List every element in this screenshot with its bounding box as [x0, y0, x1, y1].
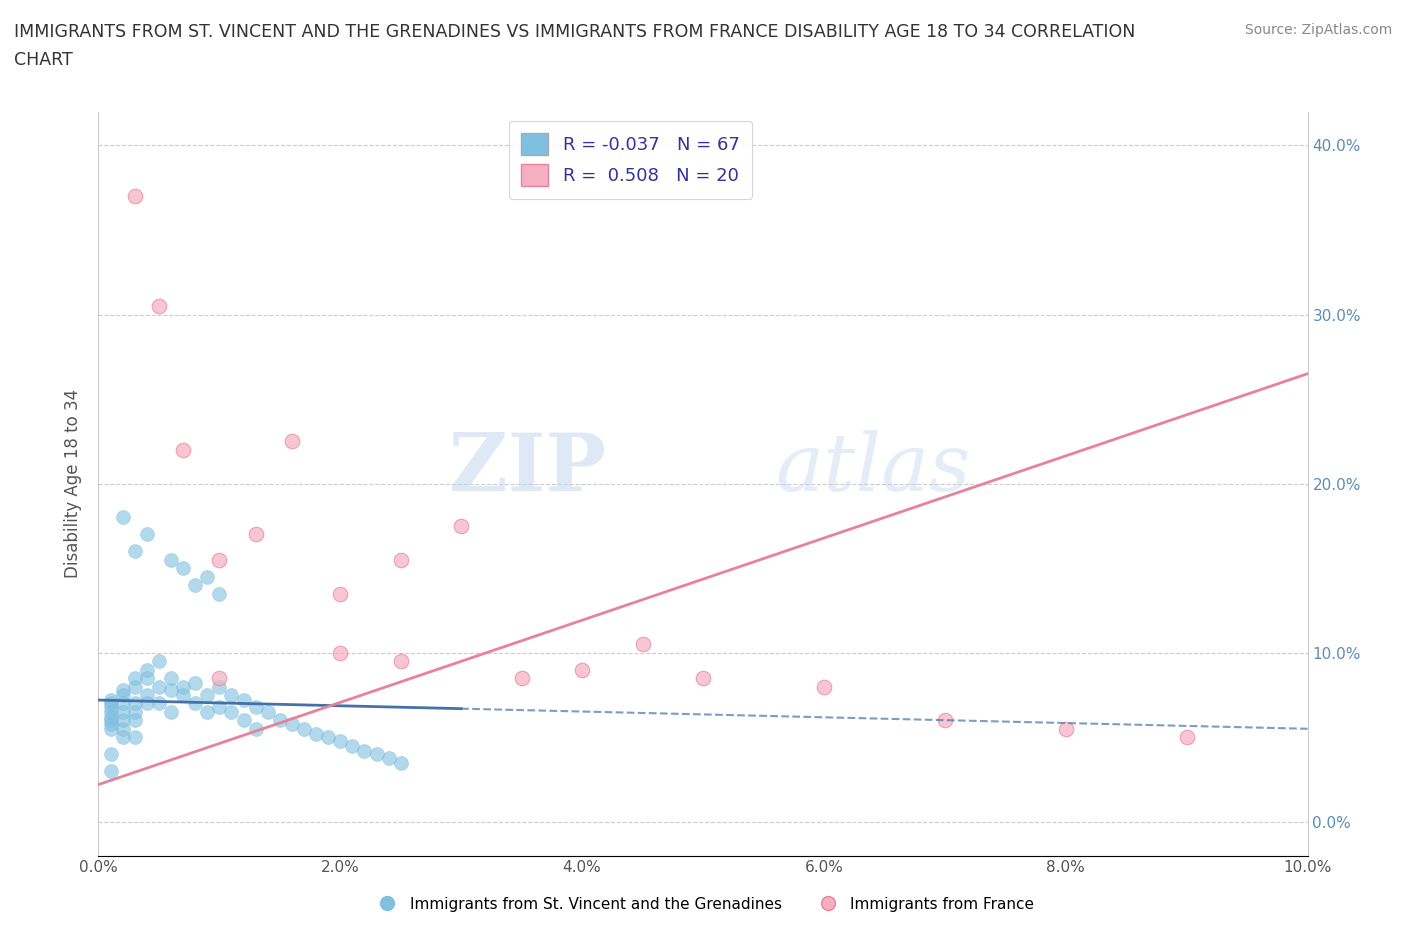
Point: [184, 676, 207, 691]
Point: [208, 552, 231, 567]
Point: [510, 671, 533, 685]
Point: [100, 693, 122, 708]
Point: [111, 687, 134, 702]
Point: [124, 704, 146, 719]
Point: [208, 671, 231, 685]
Point: [269, 713, 291, 728]
Point: [124, 696, 146, 711]
Point: [631, 637, 654, 652]
Point: [100, 764, 122, 778]
Point: [571, 662, 593, 677]
Point: [111, 696, 134, 711]
Point: [100, 696, 122, 711]
Point: [256, 704, 278, 719]
Point: [124, 713, 146, 728]
Point: [305, 726, 328, 741]
Point: [245, 527, 267, 542]
Point: [124, 679, 146, 694]
Point: [184, 696, 207, 711]
Text: CHART: CHART: [14, 51, 73, 69]
Point: [813, 679, 835, 694]
Point: [208, 586, 231, 601]
Text: IMMIGRANTS FROM ST. VINCENT AND THE GRENADINES VS IMMIGRANTS FROM FRANCE DISABIL: IMMIGRANTS FROM ST. VINCENT AND THE GREN…: [14, 23, 1136, 41]
Point: [100, 710, 122, 724]
Point: [281, 716, 304, 731]
Point: [281, 434, 304, 449]
Point: [1175, 730, 1198, 745]
Point: [316, 730, 339, 745]
Point: [111, 683, 134, 698]
Point: [148, 299, 170, 313]
Point: [148, 696, 170, 711]
Point: [172, 679, 194, 694]
Point: [160, 552, 183, 567]
Point: [111, 730, 134, 745]
Point: [100, 699, 122, 714]
Text: Source: ZipAtlas.com: Source: ZipAtlas.com: [1244, 23, 1392, 37]
Point: [135, 687, 157, 702]
Legend: Immigrants from St. Vincent and the Grenadines, Immigrants from France: Immigrants from St. Vincent and the Gren…: [366, 891, 1040, 918]
Point: [100, 722, 122, 737]
Text: ZIP: ZIP: [450, 430, 606, 508]
Point: [100, 704, 122, 719]
Text: atlas: atlas: [776, 430, 972, 508]
Point: [292, 722, 315, 737]
Point: [208, 679, 231, 694]
Point: [111, 704, 134, 719]
Point: [221, 704, 243, 719]
Point: [124, 671, 146, 685]
Point: [221, 687, 243, 702]
Point: [195, 687, 218, 702]
Point: [232, 713, 254, 728]
Point: [135, 696, 157, 711]
Point: [100, 713, 122, 728]
Point: [160, 683, 183, 698]
Point: [692, 671, 714, 685]
Point: [389, 654, 412, 669]
Point: [148, 679, 170, 694]
Point: [124, 730, 146, 745]
Point: [353, 743, 375, 758]
Point: [366, 747, 388, 762]
Point: [208, 699, 231, 714]
Point: [1054, 722, 1077, 737]
Point: [172, 443, 194, 458]
Point: [195, 569, 218, 584]
Point: [160, 704, 183, 719]
Point: [135, 662, 157, 677]
Point: [111, 510, 134, 525]
Point: [172, 561, 194, 576]
Point: [329, 733, 352, 748]
Point: [450, 518, 472, 533]
Point: [195, 704, 218, 719]
Point: [111, 713, 134, 728]
Point: [111, 722, 134, 737]
Point: [124, 544, 146, 559]
Point: [389, 755, 412, 770]
Point: [160, 671, 183, 685]
Point: [135, 671, 157, 685]
Point: [124, 189, 146, 204]
Point: [135, 527, 157, 542]
Point: [329, 586, 352, 601]
Point: [245, 722, 267, 737]
Point: [172, 687, 194, 702]
Point: [245, 699, 267, 714]
Legend: R = -0.037   N = 67, R =  0.508   N = 20: R = -0.037 N = 67, R = 0.508 N = 20: [509, 121, 752, 199]
Point: [148, 654, 170, 669]
Point: [100, 747, 122, 762]
Y-axis label: Disability Age 18 to 34: Disability Age 18 to 34: [65, 389, 83, 578]
Point: [342, 738, 364, 753]
Point: [100, 716, 122, 731]
Point: [232, 693, 254, 708]
Point: [184, 578, 207, 592]
Point: [377, 751, 399, 765]
Point: [389, 552, 412, 567]
Point: [329, 645, 352, 660]
Point: [934, 713, 956, 728]
